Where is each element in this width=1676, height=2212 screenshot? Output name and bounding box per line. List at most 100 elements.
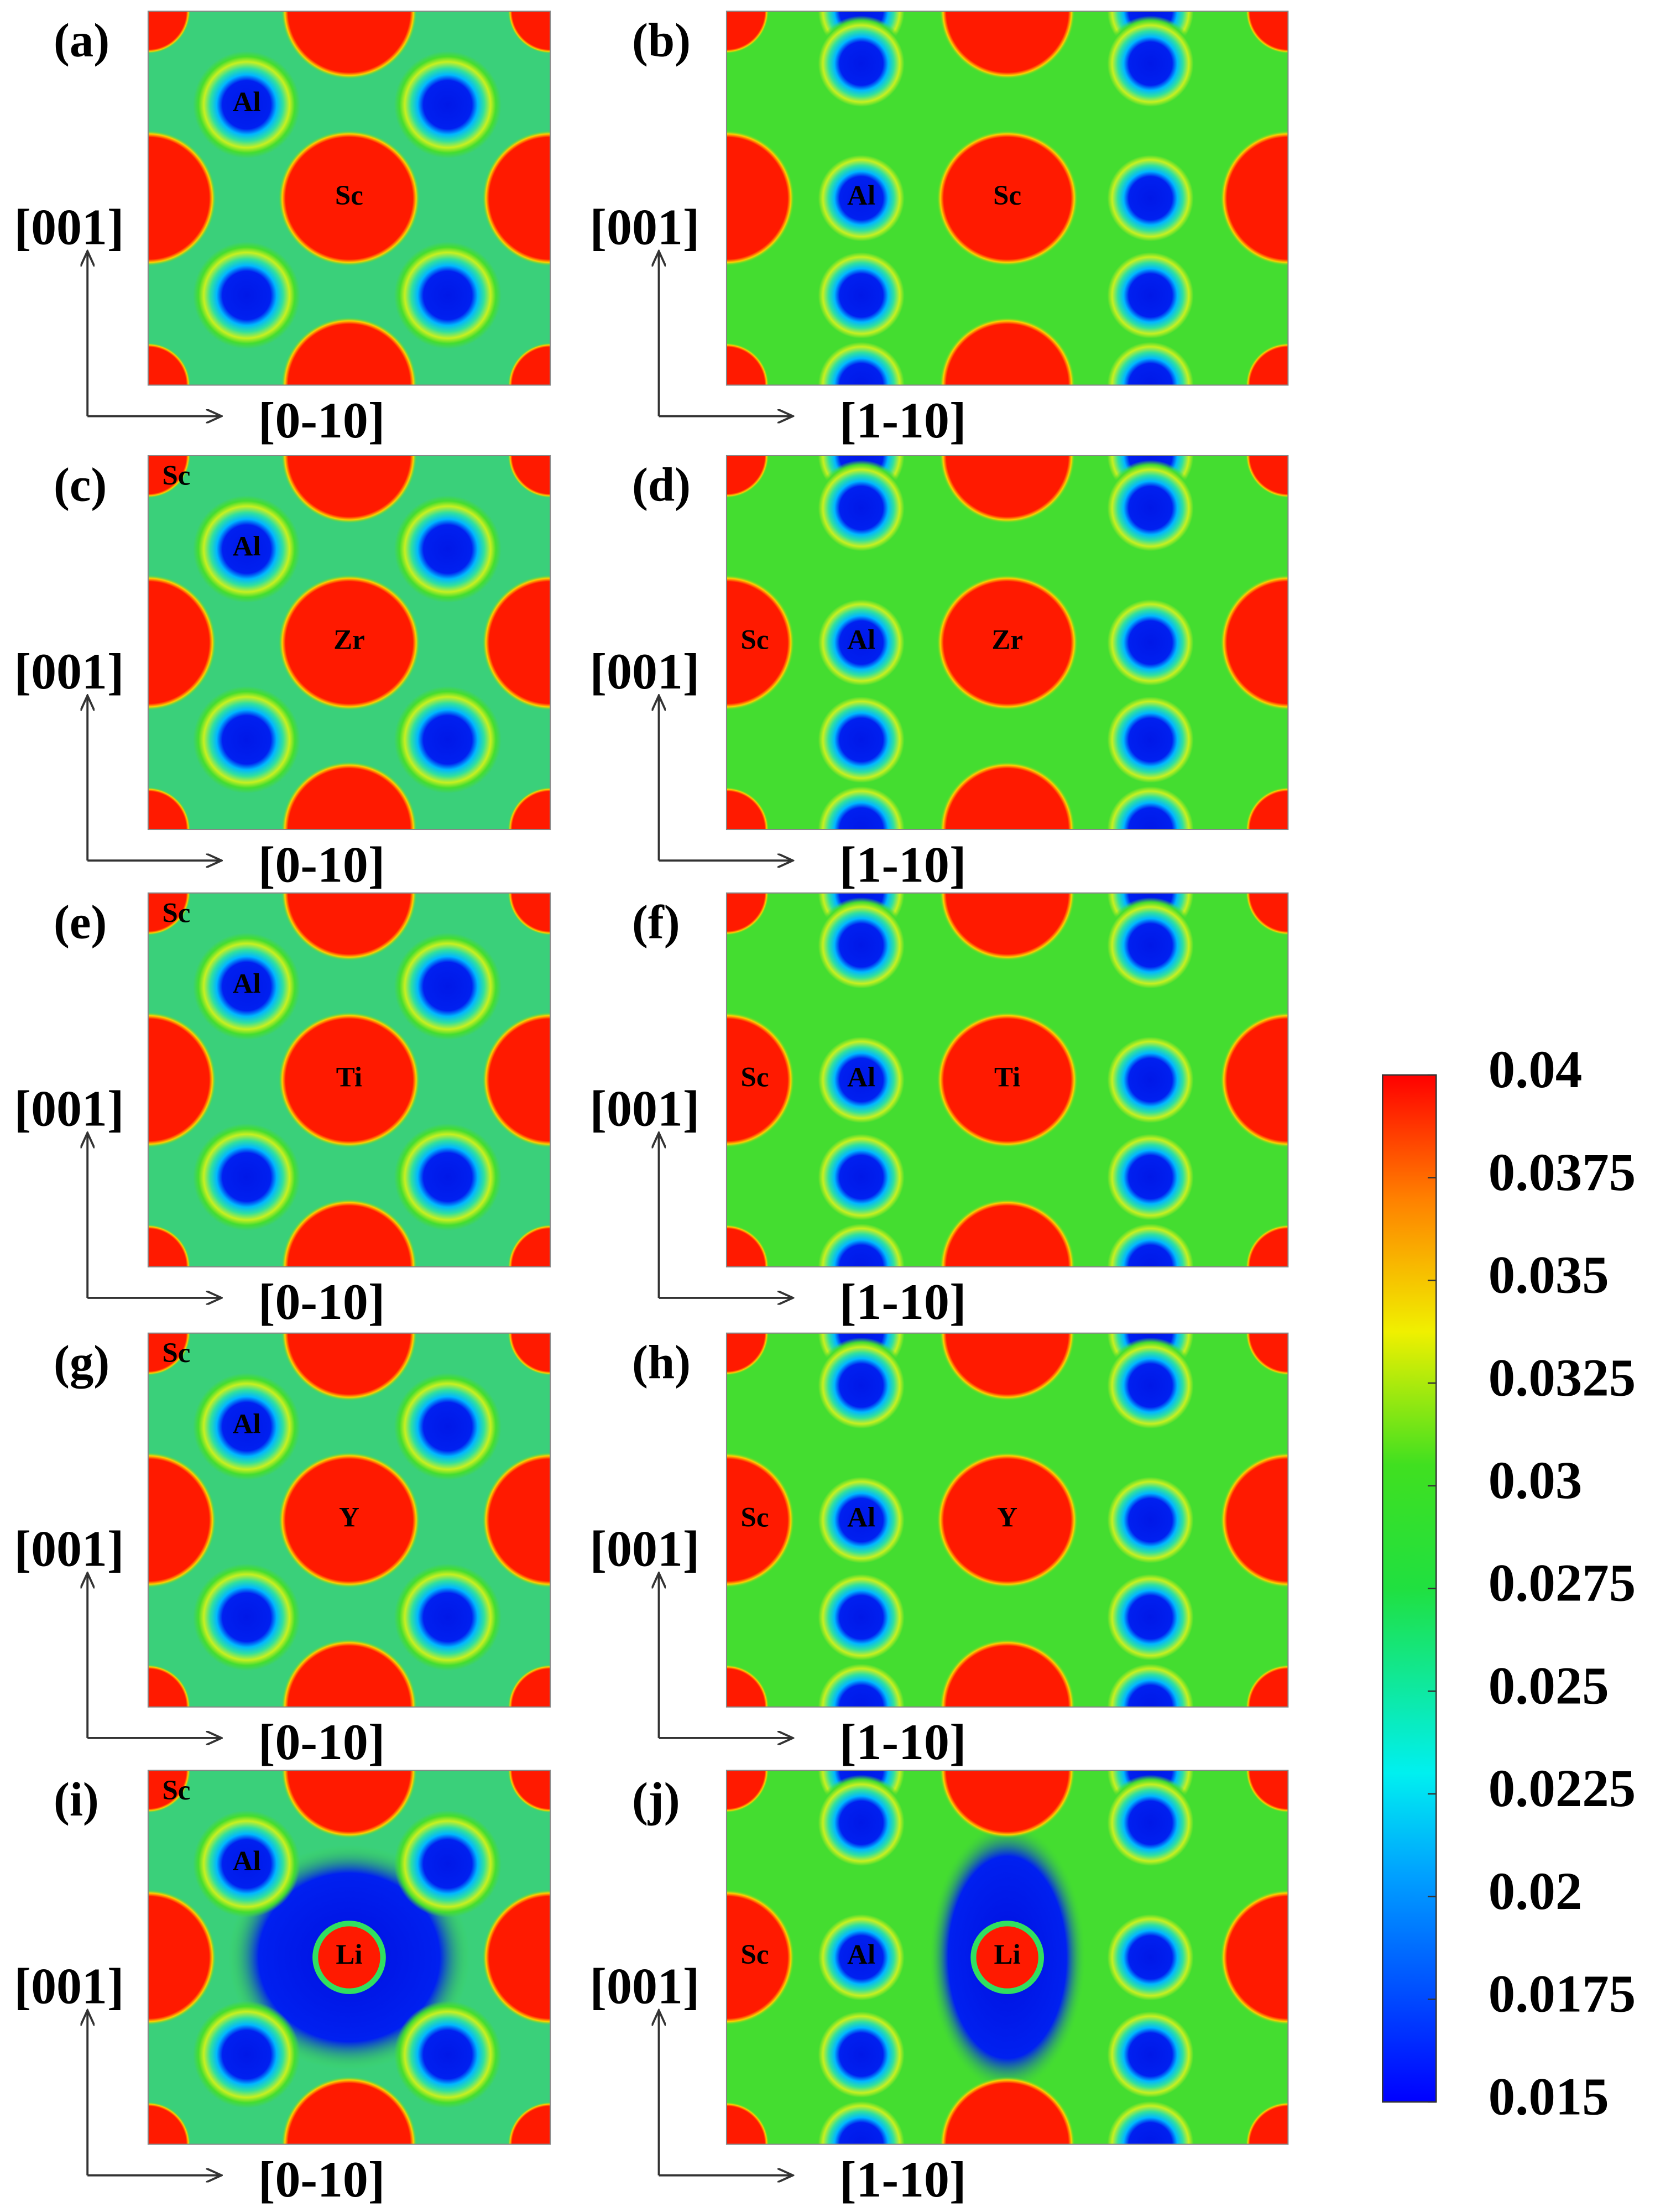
red-site [148, 455, 191, 498]
al-site [394, 242, 502, 349]
red-site [939, 11, 1075, 79]
atom-label: Sc [740, 1062, 769, 1093]
al-site [394, 686, 502, 794]
density-map [726, 11, 1288, 385]
red-site [726, 1012, 795, 1148]
center-site [937, 130, 1078, 266]
map-frame [725, 11, 1289, 386]
al-site [813, 2006, 910, 2103]
atom-label: Sc [993, 180, 1021, 211]
colorbar-tick-label: 0.02 [1489, 1861, 1583, 1921]
red-site [148, 1452, 216, 1588]
al-site [813, 897, 910, 994]
colorbar-tick-label: 0.0325 [1489, 1348, 1636, 1407]
atom-label: Al [847, 625, 875, 656]
red-site [939, 1639, 1075, 1707]
red-site [508, 1224, 551, 1267]
panel-label: (b) [632, 14, 691, 67]
al-site [813, 692, 910, 788]
red-site [482, 131, 551, 266]
red-site [148, 11, 191, 54]
atom-label: Al [233, 1408, 261, 1439]
panel-label: (a) [54, 14, 109, 67]
red-site [482, 1452, 551, 1588]
red-site [1245, 342, 1288, 385]
panel-label: (g) [54, 1335, 109, 1389]
axis-label: [001] [589, 1958, 699, 2014]
al-site [1102, 1659, 1199, 1707]
al-site [1102, 897, 1199, 994]
panel-label: (i) [54, 1773, 99, 1826]
al-site [813, 337, 910, 385]
al-site [1102, 781, 1199, 830]
red-site [281, 11, 417, 79]
al-site [394, 932, 502, 1040]
red-site [148, 1665, 191, 1707]
axis-label: [1-10] [839, 392, 966, 448]
panel: Sc Al (b) [001] [1-10] [589, 11, 1289, 448]
atom-label: Sc [335, 180, 363, 211]
al-site [394, 2001, 502, 2109]
red-site [1220, 131, 1288, 266]
axis-label: [0-10] [258, 392, 385, 448]
al-site [1102, 15, 1199, 112]
al-site [1102, 247, 1199, 343]
al-site [813, 1337, 910, 1434]
red-site [939, 893, 1075, 961]
axis-label: [001] [14, 199, 124, 255]
red-site [148, 1333, 191, 1376]
panel: Ti Al Sc (e) [001] [0-10] [14, 892, 551, 1330]
red-site [148, 1224, 191, 1267]
panel: Y Al Sc (g) [001] [0-10] [14, 1332, 551, 1770]
panel-label: (e) [54, 895, 107, 948]
red-site [508, 787, 551, 830]
red-site [508, 11, 551, 54]
al-site [813, 1032, 910, 1128]
al-site [1102, 1775, 1199, 1871]
red-site [281, 893, 417, 961]
al-site [1102, 1129, 1199, 1225]
al-site [193, 1373, 300, 1480]
center-site [937, 575, 1078, 711]
map-frame [147, 455, 551, 831]
density-map [148, 1333, 551, 1707]
map-frame [147, 1332, 551, 1708]
panel: Sc Al (a) [001] [0-10] [14, 11, 551, 448]
red-site [939, 1199, 1075, 1267]
axis-label: [001] [14, 1521, 124, 1577]
al-site [813, 460, 910, 556]
al-site [1102, 1337, 1199, 1434]
red-site [508, 342, 551, 385]
red-site [281, 1770, 417, 1838]
axis-label: [0-10] [258, 2151, 385, 2208]
red-site [726, 787, 769, 830]
panel-label: (f) [632, 895, 680, 948]
density-map [148, 1770, 551, 2145]
red-site [1245, 2102, 1288, 2145]
red-site [508, 1665, 551, 1707]
atom-label: Y [997, 1502, 1017, 1533]
colorbar [1382, 1074, 1437, 2103]
atom-label: Zr [333, 625, 365, 656]
red-site [939, 1770, 1075, 1838]
panel-label: (h) [632, 1335, 691, 1389]
red-site [1245, 893, 1288, 936]
density-map [148, 893, 551, 1267]
panel-label: (d) [632, 458, 691, 512]
axis-label: [0-10] [258, 1274, 385, 1330]
axis-label: [0-10] [258, 836, 385, 893]
atom-label: Li [994, 1939, 1021, 1970]
red-site [482, 575, 551, 711]
center-site [312, 1921, 386, 1994]
al-site [394, 51, 502, 159]
density-map [726, 1333, 1288, 1707]
al-site [193, 51, 300, 159]
panel: Zr Al Sc (c) [001] [0-10] [14, 455, 551, 893]
atom-label: Al [233, 969, 261, 1000]
al-site [1102, 1032, 1199, 1128]
axis-label: [1-10] [839, 1714, 966, 1770]
al-site [1102, 1472, 1199, 1568]
panel: Li Al Sc (j) [001] [1-10] [589, 1770, 1289, 2208]
axis-label: [001] [589, 643, 699, 700]
al-site [1102, 337, 1199, 385]
